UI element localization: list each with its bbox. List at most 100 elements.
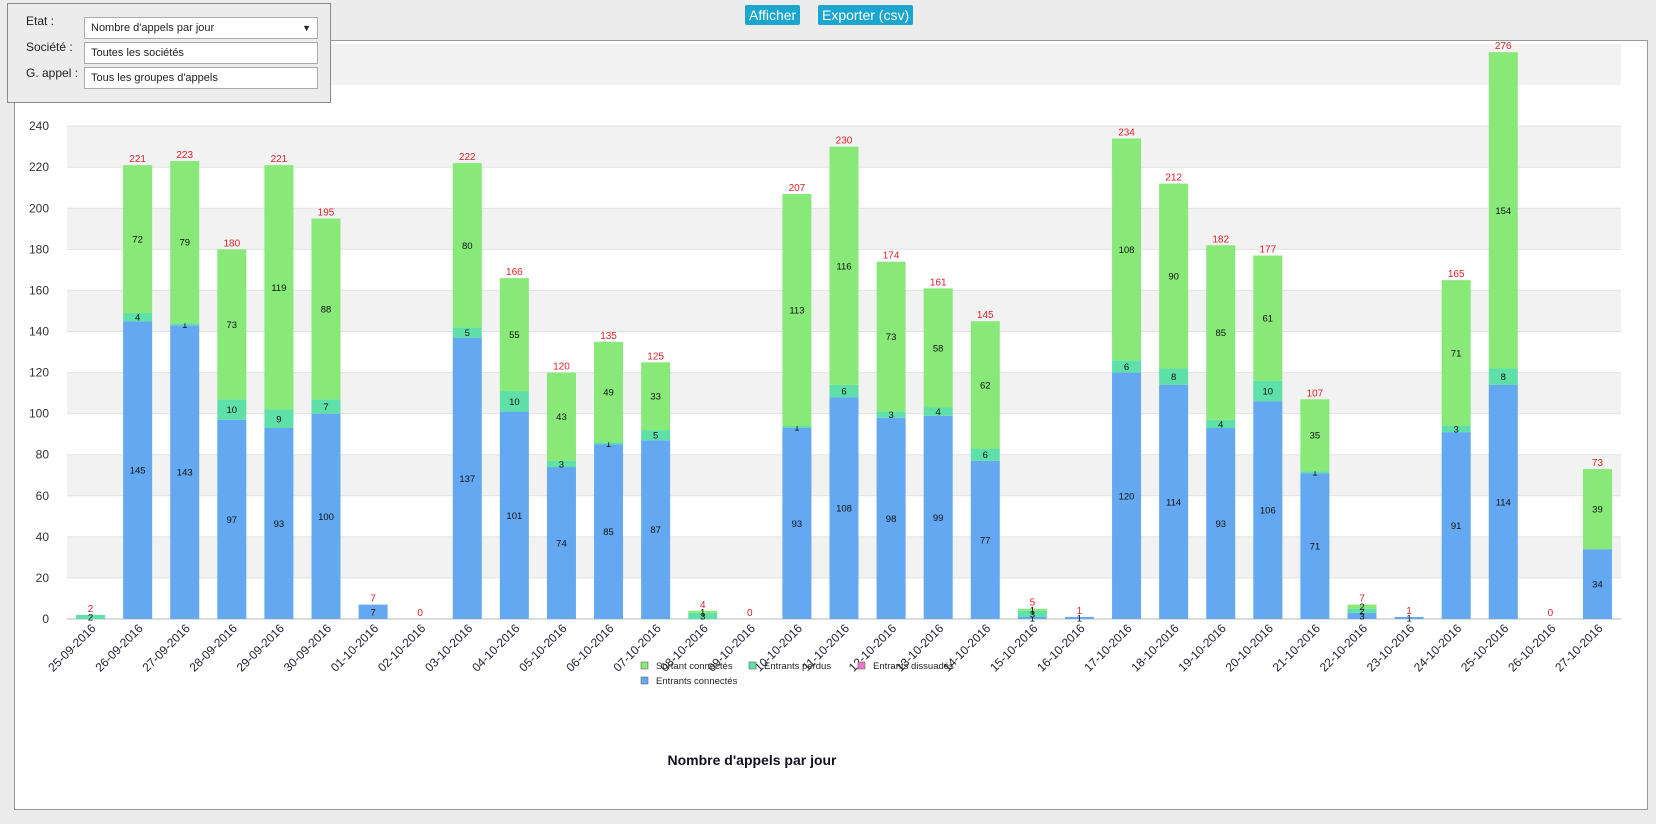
societe-field[interactable]: Toutes les sociétés <box>84 42 318 64</box>
segment-label: 91 <box>1451 521 1462 532</box>
bar-segment <box>1017 616 1047 619</box>
afficher-button[interactable]: Afficher <box>745 5 801 25</box>
bar-segment <box>1300 399 1330 472</box>
y-tick-label: 40 <box>36 530 50 544</box>
legend-label: Entrants connectés <box>656 676 738 687</box>
bar-segment <box>170 325 200 619</box>
bar-segment <box>923 407 953 416</box>
y-tick-label: 200 <box>29 201 49 215</box>
segment-label: 8 <box>1171 372 1176 383</box>
y-tick-label: 20 <box>36 571 50 585</box>
bar-segment <box>1253 255 1283 381</box>
segment-label: 90 <box>1168 272 1179 283</box>
total-label: 174 <box>883 251 900 262</box>
total-label: 1 <box>1077 606 1083 617</box>
segment-label: 88 <box>321 304 332 315</box>
total-label: 120 <box>553 362 570 373</box>
segment-label: 114 <box>1166 497 1181 508</box>
bar-segment <box>1300 471 1330 474</box>
bar-segment <box>1394 616 1424 619</box>
segment-label: 71 <box>1451 349 1462 360</box>
segment-label: 143 <box>177 468 193 479</box>
total-label: 165 <box>1448 269 1465 280</box>
total-label: 166 <box>506 267 523 278</box>
bar-segment <box>688 610 718 613</box>
bar-segment <box>594 341 624 443</box>
bar-segment <box>499 411 529 619</box>
total-label: 234 <box>1118 127 1135 138</box>
segment-label: 5 <box>465 328 470 339</box>
bar-segment <box>923 415 953 619</box>
segment-label: 1 <box>794 422 799 433</box>
segment-label: 33 <box>650 392 661 403</box>
bar-segment <box>970 460 1000 619</box>
bar-segment <box>499 391 529 412</box>
bar-segment <box>594 442 624 445</box>
bar-segment <box>782 193 812 426</box>
etat-select[interactable]: Nombre d'appels par jour ▼ <box>84 17 318 39</box>
segment-label: 87 <box>650 525 661 536</box>
segment-label: 72 <box>132 235 143 246</box>
x-tick-label: 15-10-2016 <box>987 621 1041 675</box>
x-tick-label: 30-09-2016 <box>281 621 335 675</box>
segment-label: 4 <box>1218 419 1223 430</box>
societe-label: Société : <box>26 40 73 54</box>
total-label: 195 <box>318 208 335 219</box>
etat-label: Etat : <box>26 14 55 28</box>
segment-label: 10 <box>227 405 238 416</box>
x-tick-label: 29-09-2016 <box>234 621 288 675</box>
segment-label: 79 <box>179 238 190 249</box>
total-label: 180 <box>223 238 240 249</box>
segment-label: 7 <box>370 607 375 618</box>
bar-segment <box>1206 428 1236 619</box>
segment-label: 5 <box>653 431 658 442</box>
x-tick-label: 20-10-2016 <box>1223 621 1277 675</box>
y-tick-label: 240 <box>29 119 49 133</box>
total-label: 0 <box>747 608 753 619</box>
bar-segment <box>1441 432 1471 619</box>
bar-segment <box>76 614 106 619</box>
x-tick-label: 24-10-2016 <box>1411 621 1465 675</box>
bar-segment <box>1159 183 1189 369</box>
segment-label: 39 <box>1592 505 1603 516</box>
bar-segment <box>1253 401 1283 619</box>
segment-label: 71 <box>1310 542 1321 553</box>
bar-segment <box>358 604 388 619</box>
export-csv-button[interactable]: Exporter (csv) <box>818 5 914 25</box>
bar-segment <box>641 362 671 431</box>
bar-segment <box>829 384 859 398</box>
x-tick-label: 27-10-2016 <box>1552 621 1606 675</box>
x-tick-label: 21-10-2016 <box>1270 621 1324 675</box>
x-tick-label: 03-10-2016 <box>422 621 476 675</box>
chart-frame: 0 20 40 60 80 100 120 140 160 180 200 220 240 2 2 25-09… <box>14 40 1648 810</box>
segment-label: 99 <box>933 513 944 524</box>
bar-segment <box>876 411 906 418</box>
total-label: 221 <box>271 154 288 165</box>
total-label: 7 <box>370 594 376 605</box>
x-tick-label: 23-10-2016 <box>1364 621 1418 675</box>
bar-segment <box>546 460 576 468</box>
segment-label: 106 <box>1260 506 1276 517</box>
bar-segment <box>1159 368 1189 385</box>
segment-label: 49 <box>603 388 614 399</box>
segment-label: 154 <box>1495 206 1511 217</box>
bar-segment <box>923 288 953 408</box>
legend-swatch <box>640 676 649 685</box>
segment-label: 85 <box>1215 328 1226 339</box>
segment-label: 62 <box>980 380 991 391</box>
segment-label: 98 <box>886 514 897 525</box>
bar-segment <box>311 218 341 400</box>
total-label: 73 <box>1592 458 1604 469</box>
bar-segment <box>1159 384 1189 619</box>
x-tick-label: 17-10-2016 <box>1081 621 1135 675</box>
bar-segment <box>970 321 1000 449</box>
groupe-field[interactable]: Tous les groupes d'appels <box>84 67 318 89</box>
bar-segment <box>641 440 671 619</box>
total-label: 0 <box>1548 608 1554 619</box>
bar-segment <box>1112 372 1142 619</box>
y-tick-label: 220 <box>29 160 49 174</box>
x-tick-label: 16-10-2016 <box>1034 621 1088 675</box>
bar-segment <box>170 323 200 326</box>
segment-label: 3 <box>1454 425 1459 436</box>
total-label: 2 <box>88 604 94 615</box>
